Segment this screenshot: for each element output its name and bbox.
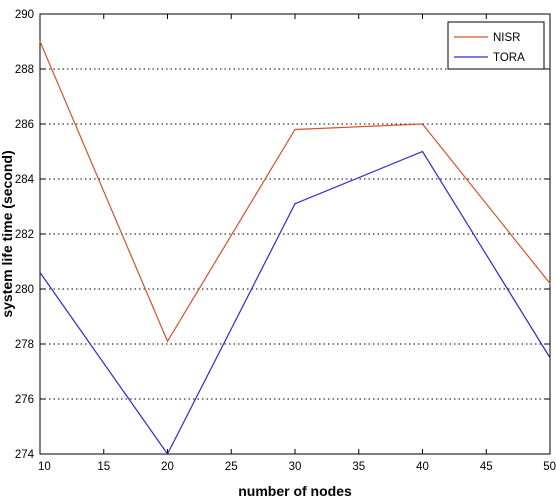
legend-box [447, 21, 545, 70]
axis-ticks [39, 13, 551, 455]
y-tick-label: 274 [15, 449, 35, 461]
x-tick-label: 15 [97, 461, 110, 473]
legend-label-tora: TORA [493, 52, 525, 64]
data-point-tora [166, 453, 169, 455]
x-tick-label: 25 [225, 461, 238, 473]
data-point-tora [421, 150, 424, 153]
data-point-tora [39, 271, 41, 274]
y-tick-label: 284 [15, 174, 35, 186]
data-point-nisr [549, 282, 551, 285]
legend-label-nisr: NISR [493, 32, 520, 44]
legend: NISR TORA [447, 21, 545, 70]
data-point-nisr [421, 123, 424, 125]
data-point-nisr [294, 128, 296, 131]
x-tick-label: 10 [38, 461, 51, 473]
y-tick-label: 278 [15, 339, 34, 351]
y-tick-label: 280 [15, 284, 34, 296]
x-axis-title: number of nodes [238, 483, 352, 499]
x-tick-label: 20 [161, 461, 174, 473]
tick-labels: 274 276 278 280 282 284 286 288 290 10 15 20 25 30 35 4… [15, 9, 556, 473]
plot-area [39, 13, 551, 455]
y-tick-label: 286 [15, 119, 34, 131]
data-point-tora [549, 357, 551, 359]
x-tick-label: 50 [543, 461, 556, 473]
data-point-nisr [39, 40, 41, 43]
y-axis-title: system life time (second) [0, 150, 15, 317]
series-lines [39, 40, 551, 456]
y-tick-label: 288 [15, 64, 34, 76]
data-point-tora [294, 203, 296, 205]
y-tick-label: 282 [15, 229, 34, 241]
y-tick-label: 290 [15, 9, 34, 21]
x-tick-label: 45 [480, 461, 493, 473]
y-tick-label: 276 [15, 394, 34, 406]
x-tick-label: 35 [352, 461, 365, 473]
data-point-nisr [166, 340, 169, 342]
x-tick-label: 40 [416, 461, 429, 473]
x-tick-label: 30 [289, 461, 302, 473]
